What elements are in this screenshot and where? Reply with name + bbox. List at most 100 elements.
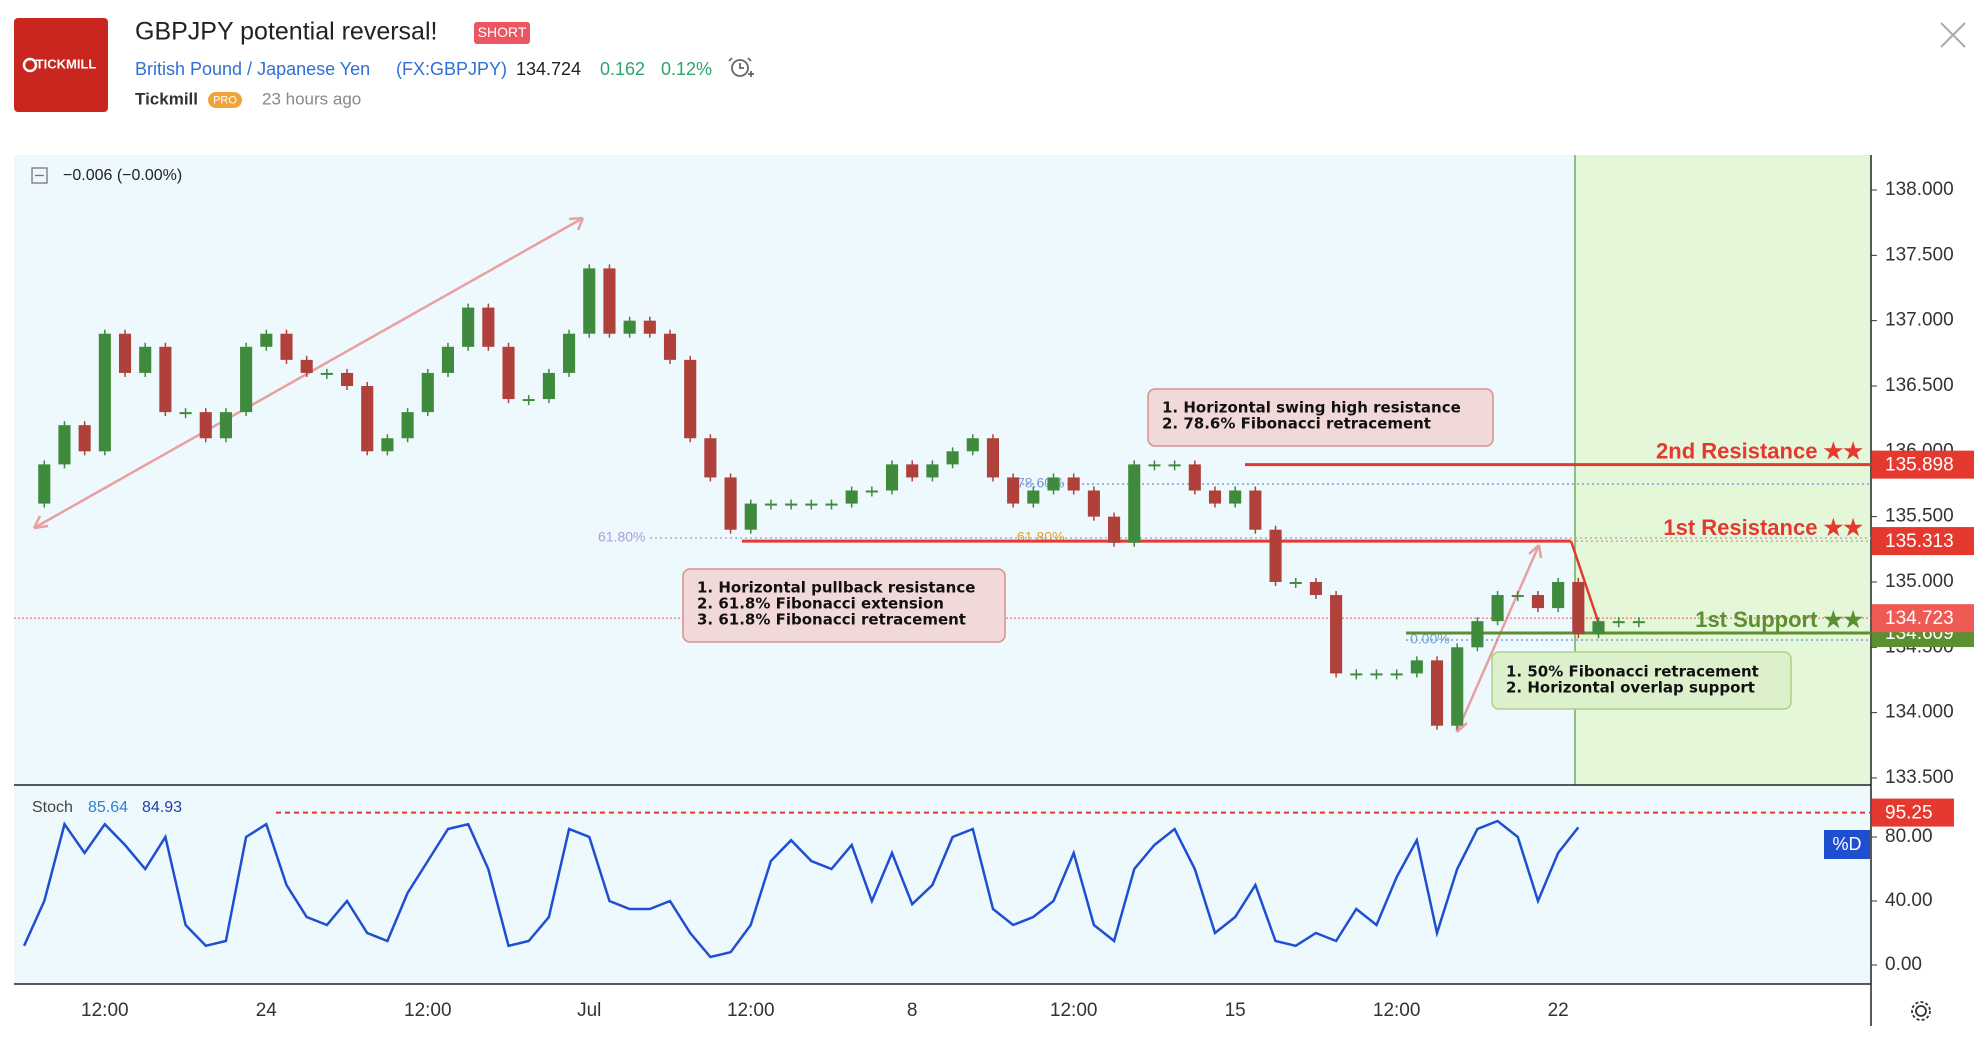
close-button[interactable] <box>1940 22 1966 48</box>
fib-label: 61.80% <box>598 529 645 545</box>
candle <box>1108 516 1121 543</box>
candle <box>320 372 333 375</box>
symbol-name[interactable]: British Pound / Japanese Yen <box>135 59 370 79</box>
candle <box>1188 464 1201 491</box>
candle <box>1612 621 1625 624</box>
candle <box>603 268 616 334</box>
candle <box>1531 595 1545 609</box>
level-price-box-text: 135.898 <box>1885 455 1954 476</box>
candle <box>462 307 475 347</box>
candle <box>1067 477 1080 491</box>
y-tick-label: 135.000 <box>1885 571 1954 592</box>
candle <box>1128 464 1141 543</box>
collapse-icon[interactable] <box>31 167 48 184</box>
candle <box>1289 581 1302 584</box>
candle <box>1552 581 1565 609</box>
candle <box>78 425 91 452</box>
stoch-d-value: 84.93 <box>142 799 182 816</box>
candle <box>744 503 757 530</box>
level-name: 2nd Resistance ★★ <box>1656 438 1863 463</box>
annotation-line: 2. 61.8% Fibonacci extension <box>697 595 944 613</box>
change: 0.162 <box>600 59 645 79</box>
stoch-badge-text: %D <box>1832 834 1861 854</box>
x-tick-label: Jul <box>577 1000 601 1021</box>
candle <box>1229 490 1242 504</box>
candle <box>441 346 455 373</box>
candle <box>926 464 939 478</box>
candle <box>805 503 818 506</box>
last-price-box <box>1872 604 1974 633</box>
y-tick-label: 80.00 <box>1885 826 1933 847</box>
stoch-badge <box>1824 830 1870 859</box>
candle <box>1410 660 1423 674</box>
logo-icon <box>22 57 38 73</box>
level-price-box-text: 135.313 <box>1885 531 1954 552</box>
candle <box>663 333 677 360</box>
candle <box>1330 595 1343 674</box>
candle <box>58 425 71 465</box>
last-price-box-text: 134.723 <box>1885 608 1954 629</box>
x-tick-label: 12:00 <box>81 1000 129 1021</box>
author[interactable]: Tickmill <box>135 89 198 108</box>
candle <box>845 490 858 504</box>
annotation-box <box>1147 388 1494 447</box>
annotation-line: 1. 50% Fibonacci retracement <box>1506 663 1759 681</box>
candle <box>280 333 293 360</box>
stoch-level-box-text: 95.25 <box>1885 803 1933 824</box>
alert-icon[interactable] <box>728 57 754 77</box>
level-price-box <box>1872 527 1974 556</box>
candle <box>1471 621 1484 648</box>
price-legend: −0.006 (−0.00%) <box>63 167 182 184</box>
candle <box>764 503 777 506</box>
stoch-legend: Stoch <box>32 799 73 816</box>
pro-badge-text: PRO <box>213 94 237 106</box>
x-tick-label: 8 <box>907 1000 918 1021</box>
annotation-line: 2. Horizontal overlap support <box>1506 679 1755 697</box>
candle <box>522 399 535 402</box>
x-tick-label: 24 <box>256 1000 278 1021</box>
level-name: 1st Resistance ★★ <box>1663 515 1863 540</box>
candle <box>704 438 717 478</box>
candle <box>1168 464 1181 467</box>
settings-icon[interactable] <box>1911 1001 1931 1021</box>
candle <box>1350 673 1363 676</box>
y-tick-label: 137.500 <box>1885 244 1954 265</box>
candle <box>1007 477 1020 504</box>
candle <box>946 451 959 465</box>
candle <box>1027 490 1040 504</box>
candle <box>139 346 152 373</box>
annotation-line: 3. 61.8% Fibonacci retracement <box>697 611 966 629</box>
candle <box>1370 673 1383 676</box>
x-tick-label: 15 <box>1225 1000 1246 1021</box>
symbol-code[interactable]: (FX:GBPJPY) <box>396 59 507 79</box>
candle <box>118 333 132 373</box>
candle <box>179 412 192 415</box>
candle <box>623 320 636 334</box>
candle <box>542 372 555 400</box>
change-pct: 0.12% <box>661 59 712 79</box>
y-tick-label: 0.00 <box>1885 954 1922 975</box>
candle <box>260 333 273 347</box>
x-tick-label: 12:00 <box>404 1000 452 1021</box>
candle <box>1390 673 1403 676</box>
annotation-box <box>1491 651 1792 710</box>
y-tick-label: 137.000 <box>1885 310 1954 331</box>
level-name: 1st Support ★★ <box>1695 607 1863 632</box>
x-tick-label: 22 <box>1548 1000 1569 1021</box>
pro-badge <box>208 92 242 108</box>
candle <box>563 333 576 373</box>
y-tick-label: 138.000 <box>1885 179 1954 200</box>
candle <box>825 503 838 506</box>
candle <box>1491 595 1504 622</box>
candle <box>785 503 798 506</box>
candle <box>361 385 374 452</box>
candle <box>381 438 394 452</box>
x-tick-label: 12:00 <box>1373 1000 1421 1021</box>
candle <box>240 346 253 413</box>
logo <box>14 18 108 112</box>
candle <box>986 438 1000 478</box>
candle <box>482 307 495 347</box>
candle <box>885 464 899 491</box>
y-tick-label: 136.500 <box>1885 375 1954 396</box>
annotation-line: 2. 78.6% Fibonacci retracement <box>1162 415 1431 433</box>
